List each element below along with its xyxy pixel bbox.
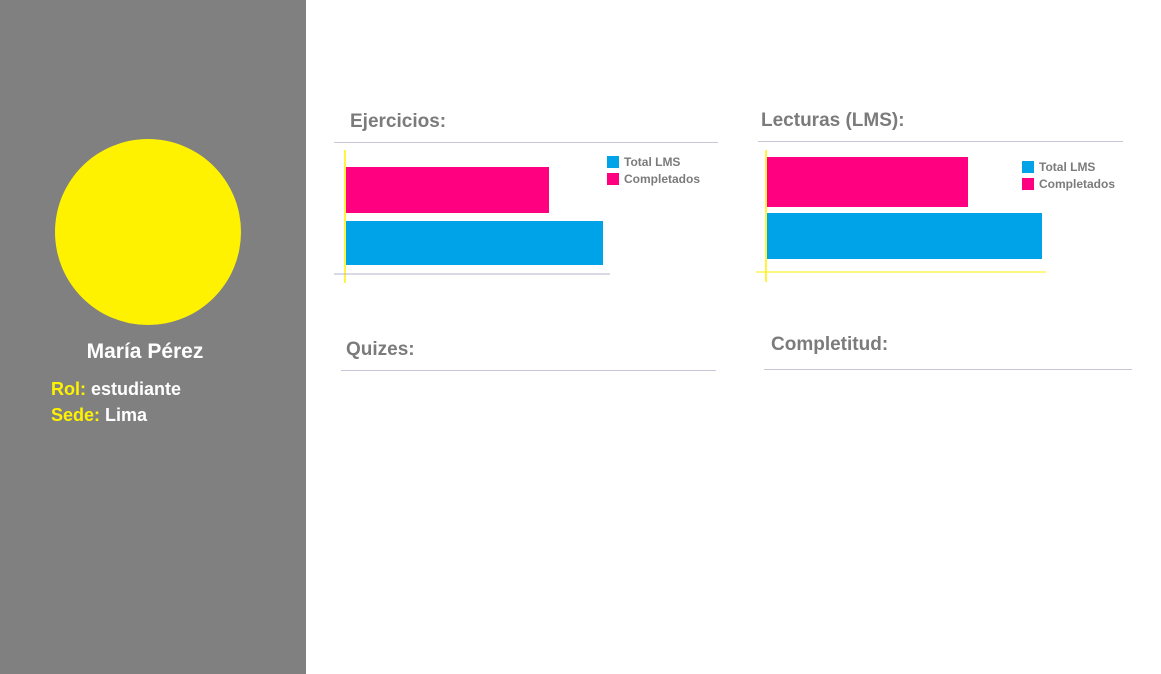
avatar — [55, 139, 241, 325]
quizes-rule — [341, 370, 716, 371]
bar-completados — [346, 167, 549, 213]
sidebar: María Pérez Rol: estudiante Sede: Lima — [0, 0, 306, 674]
ejercicios-legend: Total LMS Completados — [607, 153, 700, 187]
profile-site: Sede: Lima — [51, 405, 147, 426]
legend-item-total: Total LMS — [607, 153, 700, 170]
completitud-title: Completitud: — [771, 334, 889, 355]
legend-item-completed: Completados — [607, 170, 700, 187]
legend-label: Total LMS — [624, 154, 681, 169]
bar-total-lms — [346, 221, 603, 265]
legend-swatch — [1022, 160, 1034, 173]
legend-label: Total LMS — [1039, 159, 1096, 174]
ejercicios-title: Ejercicios: — [350, 111, 447, 132]
legend-item-completed: Completados — [1022, 175, 1115, 192]
site-label: Sede: — [51, 405, 101, 425]
site-value: Lima — [105, 405, 148, 425]
profile-name: María Pérez — [86, 340, 204, 363]
ejercicios-chart — [334, 150, 610, 283]
legend-swatch — [1022, 177, 1034, 190]
legend-item-total: Total LMS — [1022, 158, 1115, 175]
lecturas-rule — [758, 141, 1123, 142]
ejercicios-rule — [334, 142, 718, 143]
legend-label: Completados — [1039, 176, 1116, 191]
lecturas-legend: Total LMS Completados — [1022, 158, 1115, 192]
completitud-rule — [764, 369, 1132, 370]
role-value: estudiante — [91, 379, 182, 399]
lecturas-chart — [756, 150, 1046, 282]
legend-swatch — [607, 172, 619, 185]
bar-completados — [767, 157, 968, 207]
profile-role: Rol: estudiante — [51, 379, 181, 400]
legend-label: Completados — [624, 171, 701, 186]
quizes-title: Quizes: — [346, 339, 415, 360]
legend-swatch — [607, 155, 619, 168]
lecturas-title: Lecturas (LMS): — [761, 110, 905, 131]
bar-total-lms — [767, 213, 1042, 259]
role-label: Rol: — [51, 379, 86, 399]
